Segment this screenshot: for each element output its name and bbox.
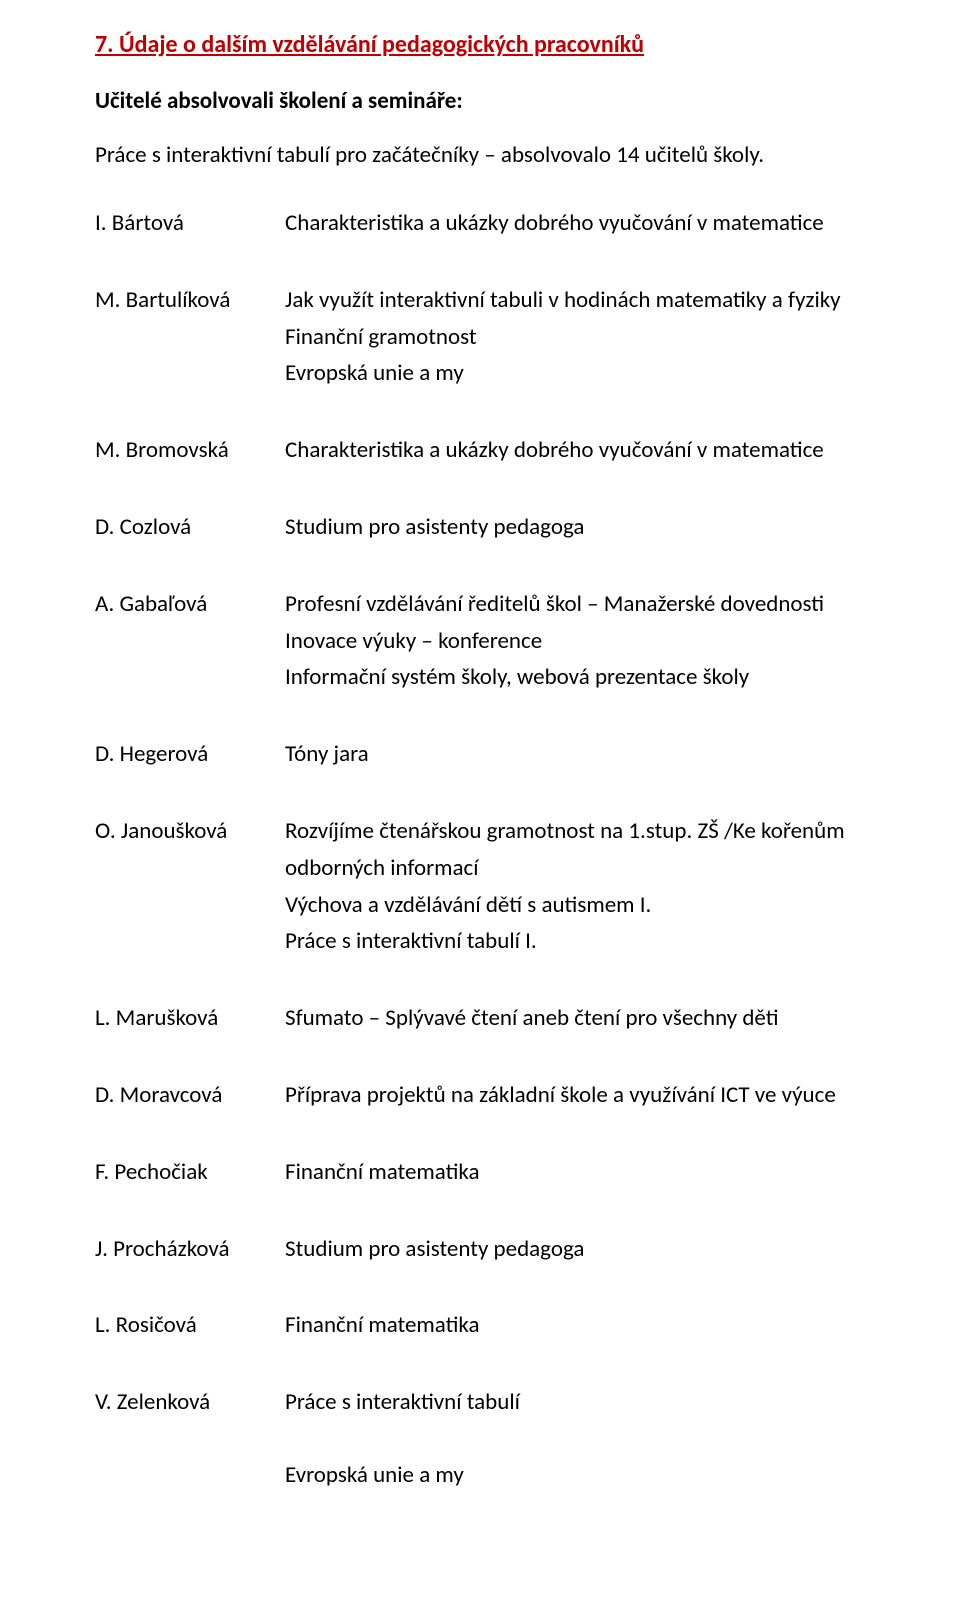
entry-row: F. PechočiakFinanční matematika: [95, 1154, 865, 1191]
entry-description: Profesní vzdělávání ředitelů škol – Mana…: [285, 586, 865, 696]
entry-description-line: Finanční gramotnost: [285, 319, 865, 356]
entry-description: Jak využít interaktivní tabuli v hodinác…: [285, 282, 865, 392]
entry-row: I. BártováCharakteristika a ukázky dobré…: [95, 205, 865, 242]
entry-row: V. ZelenkováPráce s interaktivní tabulí: [95, 1384, 865, 1421]
entry-name: F. Pechočiak: [95, 1154, 285, 1191]
entry-description-line: Studium pro asistenty pedagoga: [285, 1231, 865, 1268]
entries-list: I. BártováCharakteristika a ukázky dobré…: [95, 205, 865, 1421]
entry-description: Charakteristika a ukázky dobrého vyučová…: [285, 205, 865, 242]
entry-name: I. Bártová: [95, 205, 285, 242]
entry-name: D. Moravcová: [95, 1077, 285, 1114]
entry-description-line: Práce s interaktivní tabulí: [285, 1384, 865, 1421]
entry-row: L. RosičováFinanční matematika: [95, 1307, 865, 1344]
entry-description-line: Jak využít interaktivní tabuli v hodinác…: [285, 282, 865, 319]
entry-name: L. Rosičová: [95, 1307, 285, 1344]
entry-name: M. Bartulíková: [95, 282, 285, 319]
entry-description: Rozvíjíme čtenářskou gramotnost na 1.stu…: [285, 813, 865, 960]
entry-description-line: Profesní vzdělávání ředitelů škol – Mana…: [285, 586, 865, 623]
entry-description: Studium pro asistenty pedagoga: [285, 1231, 865, 1268]
entry-description-line: Rozvíjíme čtenářskou gramotnost na 1.stu…: [285, 813, 865, 850]
entry-description-line: Studium pro asistenty pedagoga: [285, 509, 865, 546]
entry-row: L. MaruškováSfumato – Splývavé čtení ane…: [95, 1000, 865, 1037]
entry-description-line: Inovace výuky – konference: [285, 623, 865, 660]
sub-heading: Učitelé absolvovali školení a semináře:: [95, 87, 865, 115]
entry-description: Práce s interaktivní tabulí: [285, 1384, 865, 1421]
entry-name: D. Hegerová: [95, 736, 285, 773]
entry-description-line: Charakteristika a ukázky dobrého vyučová…: [285, 205, 865, 242]
entry-description: Charakteristika a ukázky dobrého vyučová…: [285, 432, 865, 469]
entry-name: J. Procházková: [95, 1231, 285, 1268]
entry-name: A. Gabaľová: [95, 586, 285, 623]
entry-name: V. Zelenková: [95, 1384, 285, 1421]
entry-description-line: Finanční matematika: [285, 1154, 865, 1191]
entry-row: M. BromovskáCharakteristika a ukázky dob…: [95, 432, 865, 469]
entry-description-line: Informační systém školy, webová prezenta…: [285, 659, 865, 696]
entry-description-line: Sfumato – Splývavé čtení aneb čtení pro …: [285, 1000, 865, 1037]
entry-description: Příprava projektů na základní škole a vy…: [285, 1077, 865, 1114]
entry-description-line: Příprava projektů na základní škole a vy…: [285, 1077, 865, 1114]
entry-description-line: Práce s interaktivní tabulí I.: [285, 923, 865, 960]
trailing-block: Evropská unie a my: [95, 1457, 865, 1494]
entry-row: A. GabaľováProfesní vzdělávání ředitelů …: [95, 586, 865, 696]
entry-name: M. Bromovská: [95, 432, 285, 469]
entry-description: Finanční matematika: [285, 1154, 865, 1191]
entry-description: Tóny jara: [285, 736, 865, 773]
entry-description: Sfumato – Splývavé čtení aneb čtení pro …: [285, 1000, 865, 1037]
entry-description-line: Výchova a vzdělávání dětí s autismem I.: [285, 887, 865, 924]
entry-row: D. HegerováTóny jara: [95, 736, 865, 773]
entry-description: Studium pro asistenty pedagoga: [285, 509, 865, 546]
section-heading: 7. Údaje o dalším vzdělávání pedagogický…: [95, 30, 865, 59]
entry-row: J. ProcházkováStudium pro asistenty peda…: [95, 1231, 865, 1268]
entry-row: D. MoravcováPříprava projektů na základn…: [95, 1077, 865, 1114]
entry-name: L. Marušková: [95, 1000, 285, 1037]
entry-row: M. BartulíkováJak využít interaktivní ta…: [95, 282, 865, 392]
entry-description-line: Charakteristika a ukázky dobrého vyučová…: [285, 432, 865, 469]
entry-name: D. Cozlová: [95, 509, 285, 546]
intro-text: Práce s interaktivní tabulí pro začátečn…: [95, 141, 865, 169]
trailing-line: Evropská unie a my: [95, 1457, 865, 1494]
entry-name: O. Janoušková: [95, 813, 285, 850]
entry-row: O. JanouškováRozvíjíme čtenářskou gramot…: [95, 813, 865, 960]
entry-description: Finanční matematika: [285, 1307, 865, 1344]
entry-description-line: Finanční matematika: [285, 1307, 865, 1344]
entry-description-line: Tóny jara: [285, 736, 865, 773]
entry-description-line: odborných informací: [285, 850, 865, 887]
entry-row: D. CozlováStudium pro asistenty pedagoga: [95, 509, 865, 546]
entry-description-line: Evropská unie a my: [285, 355, 865, 392]
